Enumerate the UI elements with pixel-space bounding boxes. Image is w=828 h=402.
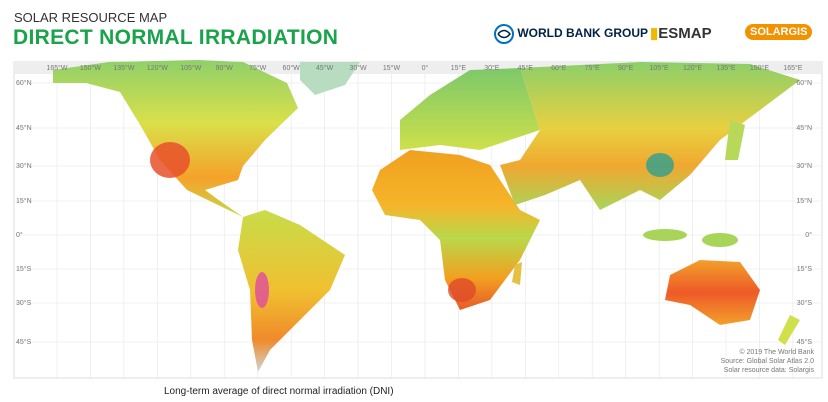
lon-label: 45°W xyxy=(316,64,334,72)
map-title: SOLAR RESOURCE MAP xyxy=(14,10,168,25)
logo-text: WORLD BANK GROUP xyxy=(517,26,649,41)
lat-label: 60°N xyxy=(16,79,32,87)
hotspot xyxy=(150,142,190,178)
landmass xyxy=(53,60,800,372)
lon-label: 75°W xyxy=(249,64,267,72)
lon-label: 15°E xyxy=(451,64,467,72)
lon-label: 90°E xyxy=(618,64,634,72)
lon-label: 0° xyxy=(422,64,429,72)
lat-label: 15°S xyxy=(16,265,32,273)
australia xyxy=(665,260,760,325)
lon-label: 30°E xyxy=(484,64,500,72)
caption: Long-term average of direct normal irrad… xyxy=(164,386,394,397)
lon-label: 135°E xyxy=(716,64,735,72)
lon-label: 150°E xyxy=(750,64,769,72)
lon-label: 60°W xyxy=(283,64,301,72)
logo-esmap[interactable]: ▮ESMAP xyxy=(650,25,712,42)
logo-icon xyxy=(494,24,514,44)
lat-label: 30°S xyxy=(16,299,32,307)
lat-label: 30°N xyxy=(796,162,812,170)
graticule-labels: 165°W 150°W 135°W 120°W 105°W 90°W 75°W 60°W 45°… xyxy=(16,64,812,346)
cloudy-region xyxy=(646,153,674,177)
lon-label: 60°E xyxy=(551,64,567,72)
greenland xyxy=(300,62,360,95)
lon-label: 75°E xyxy=(585,64,601,72)
lon-label: 15°W xyxy=(383,64,401,72)
asia xyxy=(500,62,800,210)
lon-label: 165°W xyxy=(46,64,67,72)
north-america xyxy=(53,60,298,217)
credit: Source: Global Solar Atlas 2.0 xyxy=(721,358,814,365)
lon-label: 120°W xyxy=(147,64,168,72)
europe xyxy=(400,68,540,150)
africa xyxy=(372,150,540,310)
lon-label: 150°W xyxy=(80,64,101,72)
japan xyxy=(725,120,745,160)
new-zealand xyxy=(778,315,800,345)
lon-label: 105°W xyxy=(180,64,201,72)
south-america xyxy=(238,210,345,372)
lon-label: 120°E xyxy=(683,64,702,72)
hotspot xyxy=(448,278,476,302)
islands xyxy=(702,233,738,247)
lon-label: 90°W xyxy=(216,64,234,72)
lon-label: 165°E xyxy=(783,64,802,72)
lon-label: 135°W xyxy=(113,64,134,72)
lat-label: 30°N xyxy=(16,162,32,170)
hotspot xyxy=(255,272,269,308)
credit: Solar resource data: Solargis xyxy=(724,367,815,374)
logo-text: ESMAP xyxy=(658,25,712,42)
lat-label: 30°S xyxy=(797,299,813,307)
logo-text: SOLARGIS xyxy=(750,26,808,38)
lat-label: 15°N xyxy=(16,197,32,205)
lon-label: 45°E xyxy=(518,64,534,72)
lat-label: 0° xyxy=(16,231,23,239)
lat-label: 45°N xyxy=(16,124,32,132)
lat-label: 45°N xyxy=(796,124,812,132)
lat-label: 15°N xyxy=(796,197,812,205)
credit: © 2019 The World Bank xyxy=(739,348,814,356)
logo-world-bank[interactable]: WORLD BANK GROUP xyxy=(494,24,648,44)
lat-label: 0° xyxy=(805,231,812,239)
map-subtitle: DIRECT NORMAL IRRADIATION xyxy=(13,26,339,49)
logo-solargis[interactable]: SOLARGIS xyxy=(745,24,813,40)
madagascar xyxy=(512,262,522,285)
lat-label: 60°N xyxy=(796,79,812,87)
lon-label: 30°W xyxy=(349,64,367,72)
islands xyxy=(643,229,687,241)
lat-label: 45°S xyxy=(16,338,32,346)
lat-label: 45°S xyxy=(797,338,813,346)
lat-label: 15°S xyxy=(797,265,813,273)
lon-label: 105°E xyxy=(650,64,669,72)
